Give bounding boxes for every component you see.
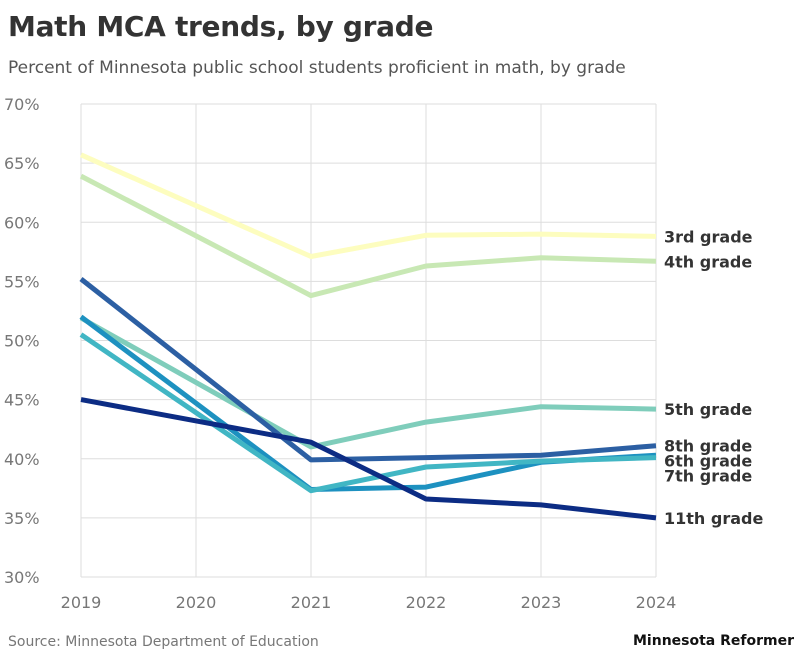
- series-line: [79, 173, 657, 299]
- chart-title: Math MCA trends, by grade: [8, 10, 434, 43]
- series-label: 5th grade: [664, 400, 752, 419]
- series-label: 8th grade: [664, 437, 752, 456]
- series-line: [80, 397, 657, 521]
- y-tick-label: 30%: [4, 568, 40, 587]
- series-label: 7th grade: [664, 467, 752, 486]
- x-tick-label: 2019: [61, 593, 102, 612]
- series-label: 6th grade: [664, 452, 752, 471]
- series-line: [79, 315, 657, 450]
- x-tick-label: 2024: [636, 593, 677, 612]
- series-label: 4th grade: [664, 252, 752, 271]
- y-tick-label: 45%: [4, 391, 40, 410]
- axis-labels: 30% 35% 40% 45% 50% 55% 60% 65% 70% 2019 2020 2021 2…: [4, 95, 676, 612]
- y-tick-label: 60%: [4, 213, 40, 232]
- chart-subtitle: Percent of Minnesota public school stude…: [8, 58, 626, 78]
- source-note: Source: Minnesota Department of Educatio…: [8, 634, 319, 650]
- publisher-logo: Minnesota Reformer: [633, 633, 794, 649]
- y-tick-label: 70%: [4, 95, 40, 114]
- y-tick-label: 65%: [4, 154, 40, 173]
- y-tick-label: 55%: [4, 272, 40, 291]
- x-tick-label: 2020: [176, 593, 217, 612]
- series-label: 3rd grade: [664, 227, 753, 246]
- series-line: [79, 277, 657, 463]
- y-tick-label: 40%: [4, 450, 40, 469]
- x-tick-label: 2023: [521, 593, 562, 612]
- series-line: [79, 152, 657, 259]
- y-tick-label: 35%: [4, 509, 40, 528]
- series-lines: [79, 152, 657, 521]
- x-tick-label: 2021: [291, 593, 332, 612]
- series-line: [79, 332, 657, 494]
- series-line: [79, 314, 657, 492]
- series-labels: 3rd grade 4th grade 5th grade 8th grade6th …: [664, 227, 763, 527]
- y-tick-label: 50%: [4, 332, 40, 351]
- x-tick-label: 2022: [406, 593, 447, 612]
- series-label: 11th grade: [664, 509, 763, 528]
